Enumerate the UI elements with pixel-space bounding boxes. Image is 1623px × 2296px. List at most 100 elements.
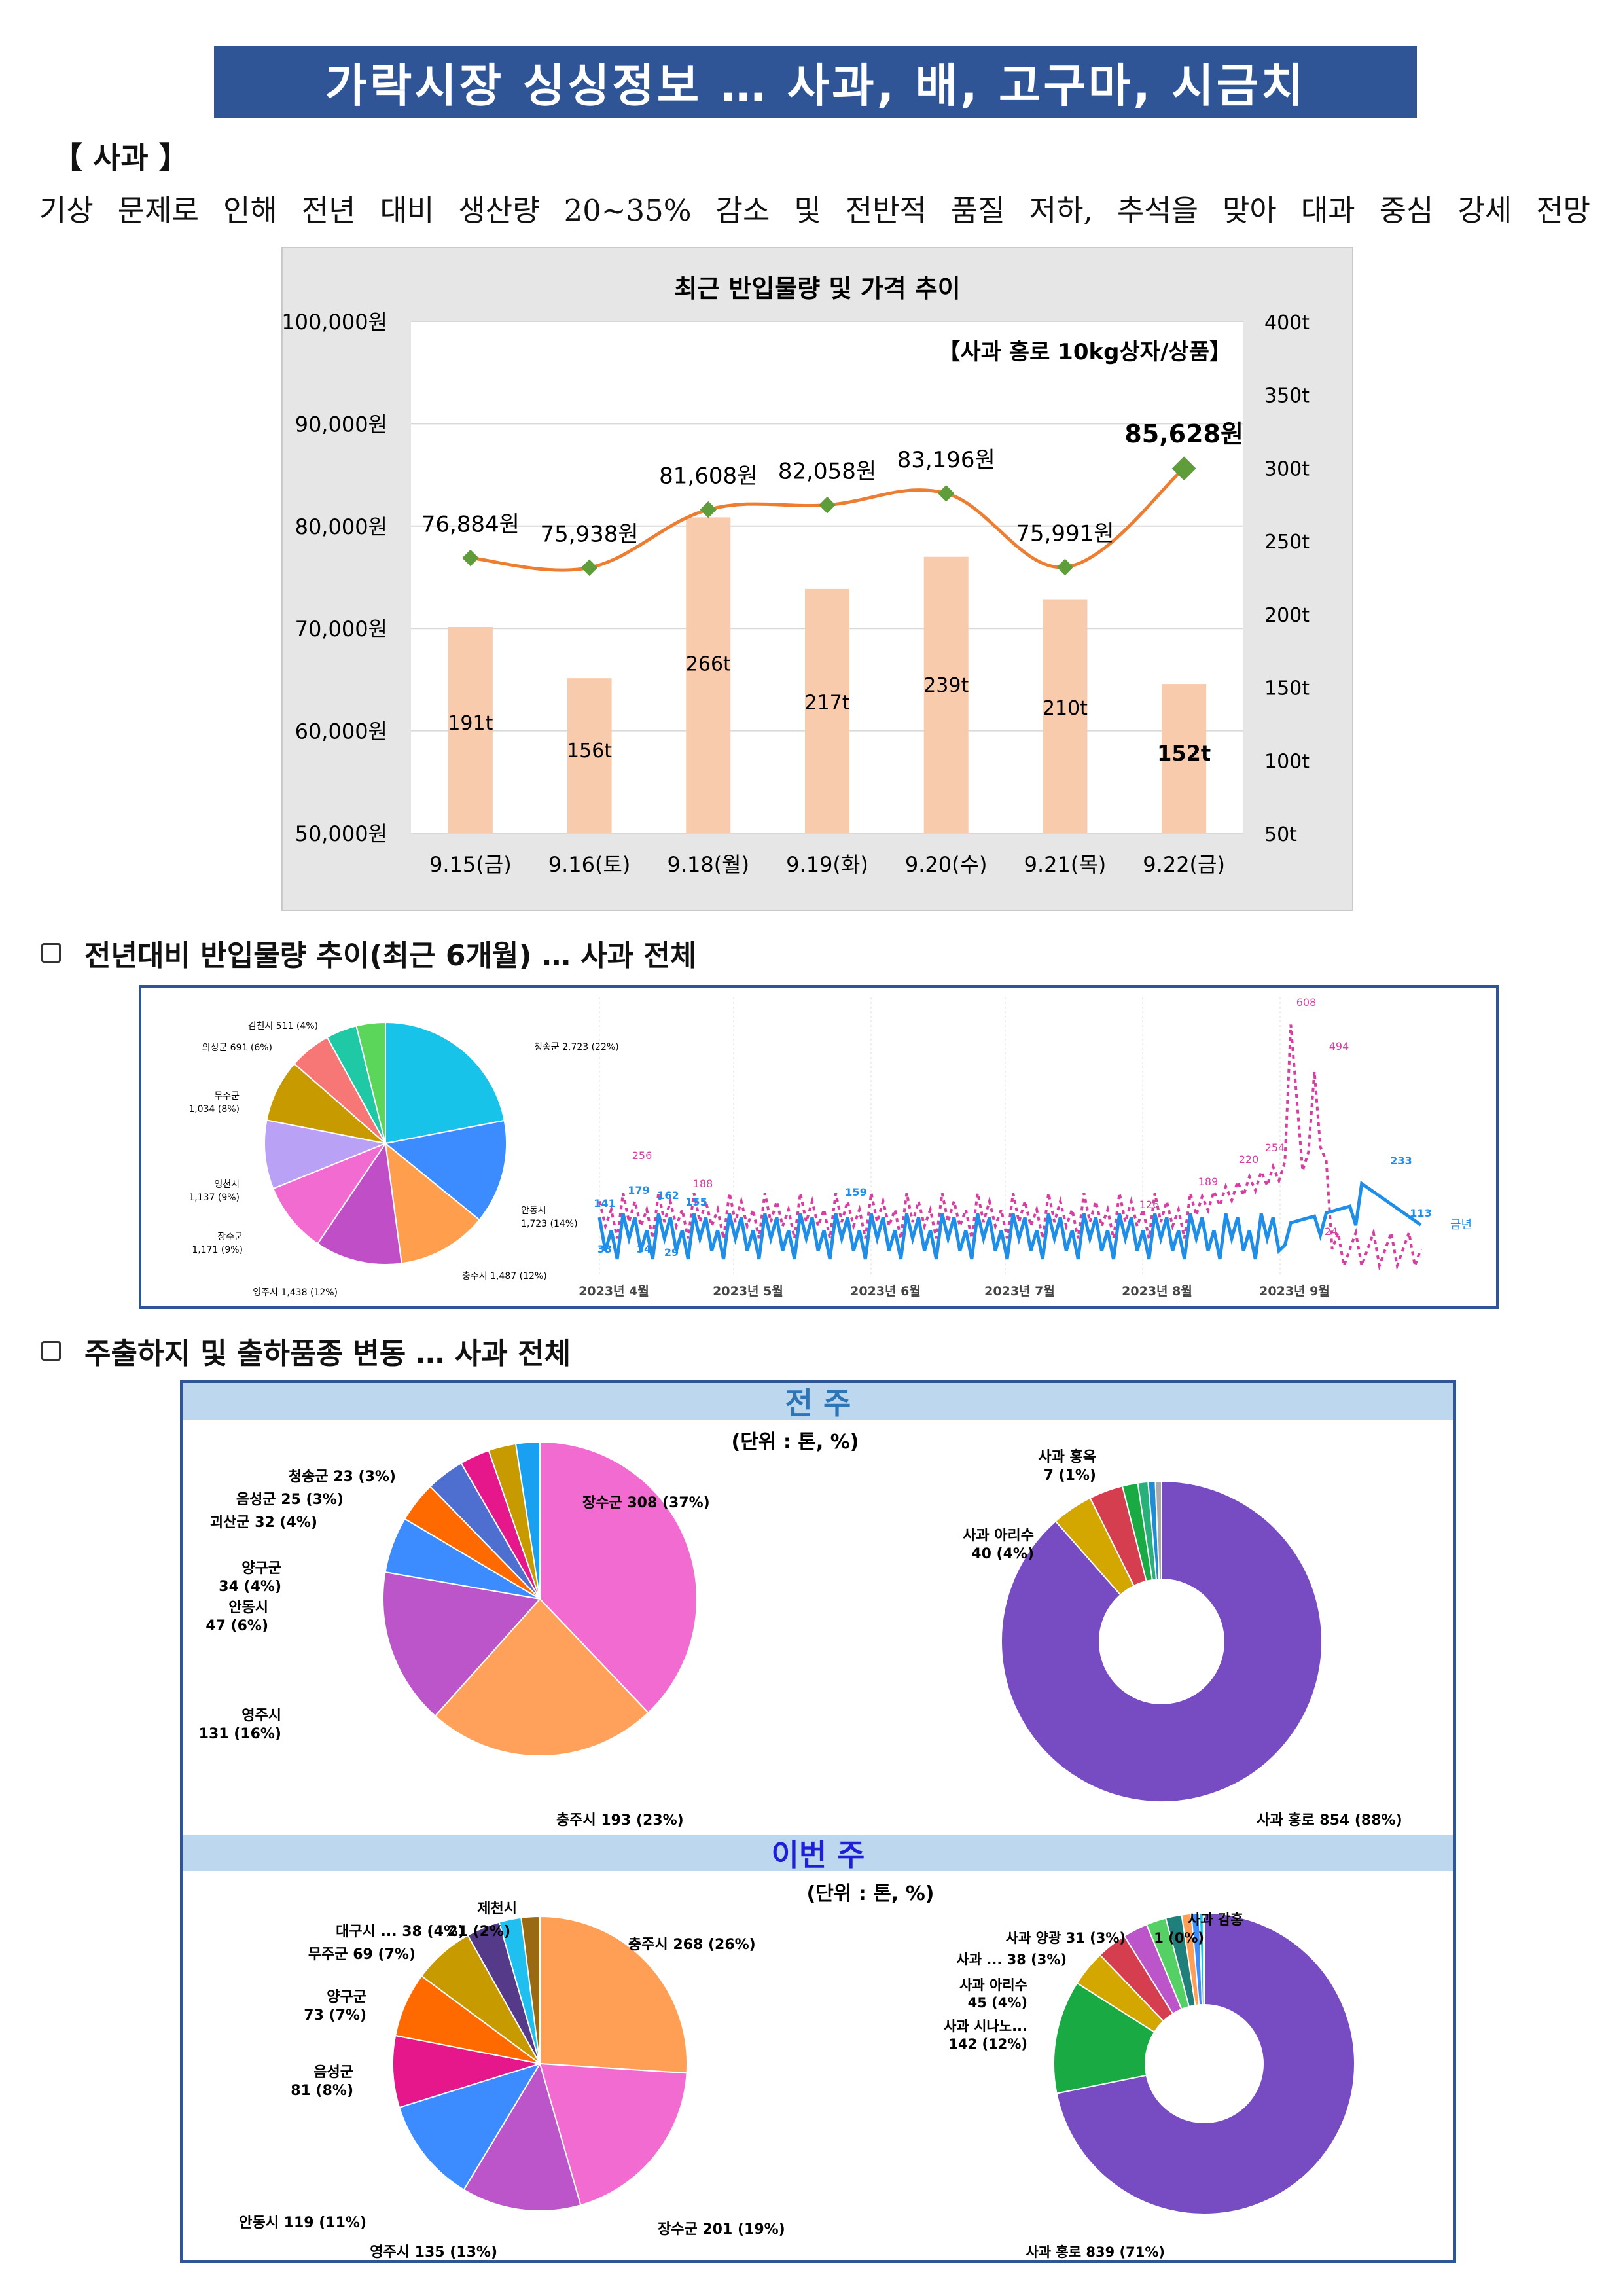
curr-origin-label: 양구군	[327, 1989, 366, 2005]
yearly-pie-label: 영천시	[214, 1179, 240, 1190]
volume-label: 156t	[567, 740, 612, 762]
this-year-point-label: 179	[628, 1184, 649, 1196]
y-right-tick: 100t	[1264, 750, 1310, 773]
volume-label: 210t	[1043, 697, 1088, 720]
curr-week-label: 이번 주	[771, 1837, 865, 1873]
chart1-note: 【사과 홍로 10kg상자/상품】	[938, 339, 1232, 365]
prev-variety-label: 40 (4%)	[971, 1546, 1034, 1562]
subhead-volume-trend: 전년대비 반입물량 추이(최근 6개월) … 사과 전체	[41, 932, 696, 974]
month-label: 2023년 4월	[579, 1284, 649, 1299]
prev-origin-label: 양구군	[241, 1560, 281, 1577]
curr-variety-label: 45 (4%)	[968, 1995, 1027, 2011]
yearly-pie-label: 1,723 (14%)	[521, 1219, 578, 1229]
x-category: 9.18(월)	[667, 852, 749, 877]
yearly-pie-slice	[384, 1141, 480, 1265]
this-year-point-label: 155	[685, 1196, 707, 1208]
yearly-pie-slice	[355, 1021, 386, 1144]
curr-origin-label: 안동시 119 (11%)	[239, 2215, 366, 2231]
yearly-pie-slice	[383, 1119, 507, 1221]
curr-origin-label: 대구시 ... 38 (4%)	[336, 1924, 465, 1940]
prev-variety-label: 사과 아리수	[963, 1528, 1034, 1544]
prev-variety-pie-slice	[1001, 1480, 1323, 1803]
volume-bar	[567, 678, 612, 833]
y-right-tick: 400t	[1264, 312, 1310, 334]
prev-week-band: 전 주	[183, 1383, 1453, 1421]
y-right-tick: 150t	[1264, 677, 1310, 700]
page-title: 가락시장 싱싱정보 … 사과, 배, 고구마, 시금치	[325, 58, 1306, 113]
curr-origin-pie-slice	[539, 1915, 688, 2074]
curr-origin-pie-slice	[463, 2062, 582, 2212]
curr-variety-label: 사과 양광 31 (3%)	[1006, 1930, 1126, 1946]
prev-origin-pie-slice	[539, 1441, 698, 1714]
y-right-tick: 200t	[1264, 604, 1310, 627]
prev-origin-label: 청송군 23 (3%)	[289, 1469, 396, 1485]
y-left-tick: 80,000원	[295, 514, 387, 539]
price-label: 85,628원	[1124, 420, 1243, 448]
yearly-pie-label: 장수군	[217, 1232, 243, 1242]
curr-origin-pie-slice	[392, 2034, 541, 2109]
prev-year-point-label: 188	[693, 1177, 713, 1190]
yearly-volume-panel: 청송군 2,723 (22%) 안동시 1,723 (14%) 충주시 1,487 (…	[139, 985, 1499, 1309]
price-marker	[700, 501, 717, 518]
prev-origin-label: 영주시	[241, 1708, 281, 1724]
curr-variety-pie-slice	[1056, 1912, 1355, 2215]
curr-variety-label: 사과 아리수	[959, 1977, 1027, 1993]
curr-origin-label: 21 (2%)	[448, 1924, 510, 1940]
price-label: 83,196원	[897, 447, 995, 473]
yearly-pie-label: 1,171 (9%)	[192, 1245, 243, 1255]
prev-origin-label: 괴산군 32 (4%)	[210, 1515, 317, 1531]
section-heading: 【 사과 】	[52, 140, 189, 175]
prev-origin-label: 안동시	[228, 1600, 268, 1616]
month-label: 2023년 5월	[713, 1284, 783, 1299]
subhead-volume-trend-label: 전년대비 반입물량 추이(최근 6개월) … 사과 전체	[84, 939, 697, 973]
prev-year-line	[598, 1024, 1422, 1271]
prev-year-point-label: 494	[1329, 1040, 1349, 1052]
yearly-pie-label: 의성군 691 (6%)	[202, 1043, 272, 1053]
prev-year-point-label: 220	[1239, 1153, 1259, 1166]
prev-origin-label: 131 (16%)	[199, 1726, 281, 1742]
prev-week-label: 전 주	[785, 1386, 851, 1421]
title-banner: 가락시장 싱싱정보 … 사과, 배, 고구마, 시금치	[214, 46, 1417, 118]
volume-bar	[1162, 684, 1207, 833]
x-category: 9.19(화)	[786, 852, 868, 877]
curr-origin-pie-slice	[539, 2062, 688, 2206]
curr-origin-label: 영주시 135 (13%)	[370, 2244, 497, 2260]
curr-variety-label: 사과 시나노...	[944, 2018, 1027, 2034]
month-label: 2023년 9월	[1259, 1284, 1330, 1299]
prev-variety-label: 사과 홍로 854 (88%)	[1257, 1812, 1402, 1829]
volume-label: 217t	[804, 692, 849, 715]
prev-origin-pie-slice	[514, 1441, 541, 1600]
yearly-pie-slice	[264, 1119, 388, 1190]
prev-year-point-label: 254	[1265, 1141, 1285, 1154]
checkbox-icon	[41, 943, 61, 963]
yearly-pie-label: 무주군	[214, 1091, 240, 1102]
this-year-point-label: 29	[664, 1246, 679, 1259]
prev-year-point-label: 608	[1296, 996, 1317, 1009]
curr-origin-label: 장수군 201 (19%)	[658, 2221, 785, 2238]
price-label: 76,884원	[421, 512, 520, 538]
prev-origin-pie-slice	[434, 1598, 649, 1757]
curr-variety-label: 1 (0%)	[1154, 1930, 1204, 1946]
x-category: 9.20(수)	[905, 852, 988, 877]
prev-variety-label: 7 (1%)	[1044, 1467, 1096, 1484]
curr-variety-label: 사과 ... 38 (3%)	[956, 1952, 1067, 1967]
curr-origin-label: 음성군	[313, 2064, 353, 2081]
prev-origin-label: 34 (4%)	[219, 1579, 281, 1595]
price-volume-chart-svg: 최근 반입물량 및 가격 추이 【사과 홍로 10kg상자/상품】 191t 15…	[281, 274, 1310, 877]
volume-label: 266t	[686, 653, 731, 675]
volume-label: 239t	[923, 674, 969, 697]
prev-variety-label: 사과 홍옥	[1038, 1449, 1096, 1465]
y-left-tick: 70,000원	[295, 617, 387, 641]
origin-variety-svg: (단위 : 톤, %) (단위 : 톤, %) 장수군 308 (37%) 충주시…	[199, 1431, 1402, 2260]
volume-bar	[1043, 599, 1088, 833]
volume-bar	[448, 626, 493, 833]
y-left-tick: 60,000원	[295, 719, 387, 744]
curr-origin-label: 제천시	[477, 1901, 517, 1917]
prev-origin-label: 장수군 308 (37%)	[582, 1495, 710, 1511]
x-category: 9.22(금)	[1143, 852, 1225, 877]
yearly-pie-label: 영주시 1,438 (12%)	[253, 1287, 338, 1298]
y-right-tick: 250t	[1264, 531, 1310, 554]
yearly-pie-label: 1,137 (9%)	[188, 1193, 240, 1203]
prev-unit-label: (단위 : 톤, %)	[731, 1431, 859, 1454]
x-category: 9.15(금)	[429, 852, 512, 877]
